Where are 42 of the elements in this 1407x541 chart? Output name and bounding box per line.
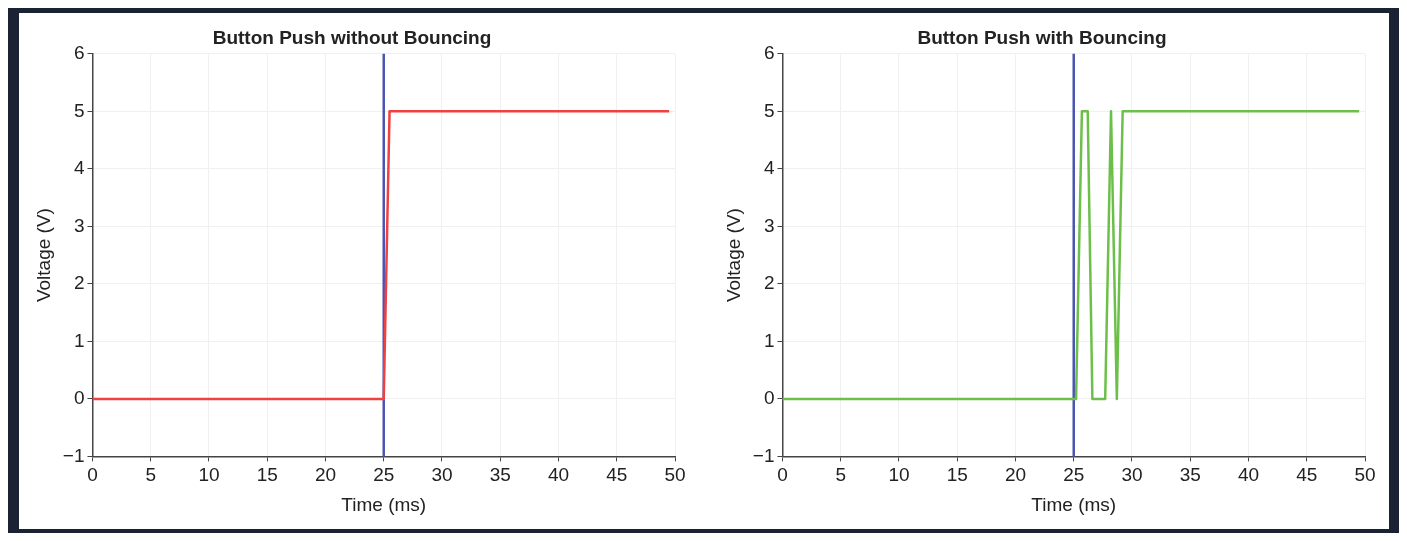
y-tick-label: 1 xyxy=(763,329,774,351)
x-tick-label: 40 xyxy=(547,463,569,485)
x-axis-title: Time (ms) xyxy=(340,493,426,515)
x-tick-label: 35 xyxy=(489,463,511,485)
x-tick-label: 20 xyxy=(314,463,336,485)
y-tick-label: 5 xyxy=(763,99,774,121)
x-tick-label: 45 xyxy=(1295,463,1317,485)
x-tick-label: 25 xyxy=(1062,463,1084,485)
x-tick-label: 20 xyxy=(1004,463,1026,485)
x-tick-label: 30 xyxy=(430,463,453,485)
y-tick-label: 6 xyxy=(73,41,84,63)
y-tick-label: −1 xyxy=(752,444,774,466)
x-tick-label: 5 xyxy=(144,463,156,485)
y-tick-label: 5 xyxy=(73,99,84,121)
y-tick-label: 6 xyxy=(763,41,774,63)
x-tick-label: 10 xyxy=(197,463,220,485)
y-tick-label: 4 xyxy=(763,156,775,178)
y-tick-label: 1 xyxy=(73,329,84,351)
y-tick-label: 2 xyxy=(763,271,774,293)
x-tick-label: 40 xyxy=(1237,463,1259,485)
x-tick-label: 35 xyxy=(1179,463,1201,485)
x-axis-title: Time (ms) xyxy=(1030,493,1116,515)
x-tick-label: 15 xyxy=(256,463,278,485)
x-tick-label: 5 xyxy=(834,463,846,485)
chart-title: Button Push without Bouncing xyxy=(212,26,491,48)
x-tick-label: 25 xyxy=(372,463,394,485)
y-axis-title: Voltage (V) xyxy=(32,207,54,302)
y-tick-label: 4 xyxy=(73,156,85,178)
y-tick-label: −1 xyxy=(62,444,84,466)
x-tick-label: 50 xyxy=(1353,463,1376,485)
y-tick-label: 0 xyxy=(73,386,84,408)
y-tick-label: 0 xyxy=(763,386,774,408)
x-tick-label: 10 xyxy=(887,463,910,485)
y-tick-label: 3 xyxy=(763,214,774,236)
y-axis-title: Voltage (V) xyxy=(722,207,744,302)
x-tick-label: 45 xyxy=(605,463,627,485)
y-tick-label: 2 xyxy=(73,271,84,293)
x-tick-label: 30 xyxy=(1120,463,1143,485)
x-tick-label: 15 xyxy=(946,463,968,485)
y-tick-label: 3 xyxy=(73,214,84,236)
x-tick-label: 50 xyxy=(663,463,686,485)
chart-title: Button Push with Bouncing xyxy=(916,26,1167,48)
